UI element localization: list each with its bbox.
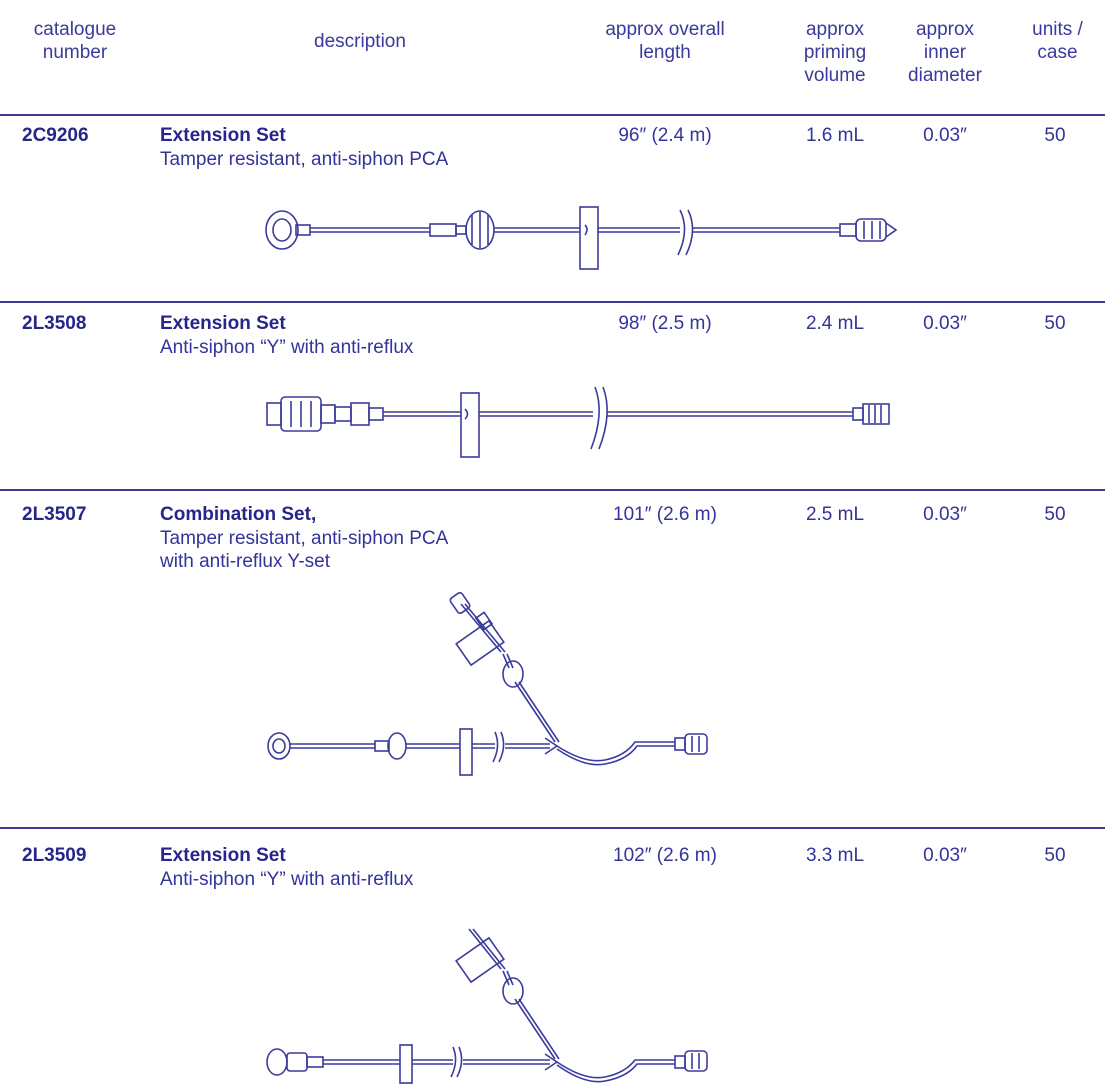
priming-volume: 2.4 mL — [805, 313, 865, 334]
table-row: 2L3509 Extension Set Anti-siphon “Y” wit… — [0, 845, 1105, 1084]
overall-length: 101″ (2.6 m) — [613, 504, 717, 525]
priming-volume: 3.3 mL — [805, 845, 865, 866]
divider — [0, 301, 1105, 303]
product-description: Tamper resistant, anti-siphon PCA — [160, 149, 449, 170]
overall-length: 96″ (2.4 m) — [618, 125, 712, 146]
product-name: Extension Set — [160, 845, 286, 866]
divider — [0, 489, 1105, 491]
table-row: 2L3508 Extension Set Anti-siphon “Y” wit… — [0, 313, 1105, 473]
priming-volume: 2.5 mL — [805, 504, 865, 525]
header-catalogue-number: catalogue number — [33, 19, 117, 63]
overall-length: 98″ (2.5 m) — [618, 313, 712, 334]
units-per-case: 50 — [1044, 504, 1066, 525]
header-inner-diameter: approx inner diameter — [908, 19, 982, 86]
divider — [0, 114, 1105, 116]
product-name: Extension Set — [160, 125, 286, 146]
catalogue-number: 2L3508 — [22, 313, 87, 334]
header-priming-volume: approx priming volume — [803, 19, 867, 86]
table-row: 2C9206 Extension Set Tamper resistant, a… — [0, 125, 1105, 295]
product-description: Anti-siphon “Y” with anti-reflux — [160, 337, 414, 358]
extension-set-y-branch-drawing — [266, 928, 708, 1084]
table-row: 2L3507 Combination Set, Tamper resistant… — [0, 504, 1105, 804]
header-description: description — [314, 31, 406, 52]
inner-diameter: 0.03″ — [923, 125, 967, 146]
units-per-case: 50 — [1044, 845, 1066, 866]
extension-set-pca-drawing — [265, 206, 898, 270]
inner-diameter: 0.03″ — [923, 313, 967, 334]
extension-set-y-drawing — [266, 386, 890, 458]
units-per-case: 50 — [1044, 125, 1066, 146]
product-name: Combination Set, — [160, 504, 317, 525]
inner-diameter: 0.03″ — [923, 504, 967, 525]
product-description: Tamper resistant, anti-siphon PCA — [160, 528, 449, 549]
overall-length: 102″ (2.6 m) — [613, 845, 717, 866]
product-description: with anti-reflux Y-set — [160, 551, 331, 572]
units-per-case: 50 — [1044, 313, 1066, 334]
table-header: catalogue number description approx over… — [0, 0, 1105, 110]
catalogue-number: 2L3507 — [22, 504, 87, 525]
priming-volume: 1.6 mL — [805, 125, 865, 146]
catalogue-number: 2C9206 — [22, 125, 89, 146]
header-units-per-case: units / case — [1032, 19, 1083, 63]
inner-diameter: 0.03″ — [923, 845, 967, 866]
product-name: Extension Set — [160, 313, 286, 334]
divider — [0, 827, 1105, 829]
header-length: approx overall length — [605, 19, 725, 63]
catalogue-number: 2L3509 — [22, 845, 87, 866]
combination-set-drawing — [267, 591, 708, 776]
product-description: Anti-siphon “Y” with anti-reflux — [160, 869, 414, 890]
